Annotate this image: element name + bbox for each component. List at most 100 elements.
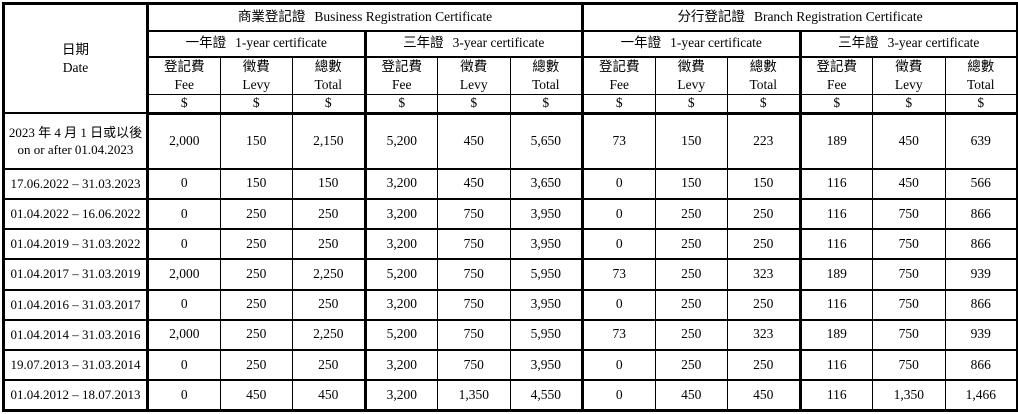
table-row: 01.04.2017 – 31.03.2019 2,000 250 2,250 5,20… <box>3 258 1018 291</box>
value-cell: 0 <box>581 198 656 231</box>
value-cell: 5,950 <box>509 319 584 351</box>
business-1year-header: 一年證 1-year certificate <box>146 30 366 58</box>
value-cell: 5,950 <box>509 258 584 291</box>
value-cell: 250 <box>654 289 729 321</box>
branch-3year-header: 三年證 3-year certificate <box>798 30 1018 58</box>
value-cell: 250 <box>219 319 293 351</box>
value-cell: 0 <box>146 168 221 200</box>
value-cell: 4,550 <box>509 379 584 412</box>
value-cell: 150 <box>219 168 293 200</box>
currency-symbol: $ <box>292 94 366 115</box>
currency-symbol: $ <box>654 94 729 115</box>
value-cell: 639 <box>944 112 1018 170</box>
cert-type-en: 3-year certificate <box>452 35 545 51</box>
value-cell: 2,250 <box>292 319 366 351</box>
table-row: 01.04.2016 – 31.03.2017 0 250 250 3,200 750 3,… <box>3 289 1018 321</box>
date-cell: 19.07.2013 – 31.03.2014 <box>3 349 148 382</box>
value-cell: 0 <box>146 228 221 261</box>
value-cell: 0 <box>581 379 656 412</box>
business-3year-header: 三年證 3-year certificate <box>363 30 584 58</box>
value-cell: 750 <box>437 289 511 321</box>
value-cell: 323 <box>727 319 801 351</box>
value-cell: 750 <box>872 289 946 321</box>
value-cell: 450 <box>872 168 946 200</box>
value-cell: 5,200 <box>363 319 438 351</box>
value-cell: 189 <box>798 112 874 170</box>
value-cell: 450 <box>654 379 729 412</box>
value-cell: 250 <box>292 349 366 382</box>
date-column-header: 日期 Date <box>3 3 148 115</box>
col-header-fee: 登記費 Fee <box>363 56 438 95</box>
col-header-total: 總數 Total <box>944 56 1018 95</box>
section-header-branch: 分行登記證 Branch Registration Certificate <box>581 3 1018 32</box>
table-row: 17.06.2022 – 31.03.2023 0 150 150 3,200 450 3,… <box>3 168 1018 200</box>
col-header-total: 總數 Total <box>509 56 584 95</box>
cert-type-en: 1-year certificate <box>235 35 327 51</box>
value-cell: 866 <box>944 228 1018 261</box>
currency-symbol: $ <box>727 94 801 115</box>
value-cell: 866 <box>944 289 1018 321</box>
value-cell: 3,650 <box>509 168 584 200</box>
value-cell: 250 <box>727 228 801 261</box>
currency-symbol: $ <box>798 94 874 115</box>
currency-symbol: $ <box>872 94 946 115</box>
currency-symbol: $ <box>146 94 221 115</box>
value-cell: 116 <box>798 228 874 261</box>
value-cell: 3,200 <box>363 168 438 200</box>
value-cell: 939 <box>944 319 1018 351</box>
value-cell: 3,950 <box>509 228 584 261</box>
value-cell: 2,150 <box>292 112 366 170</box>
value-cell: 3,950 <box>509 198 584 231</box>
value-cell: 3,200 <box>363 228 438 261</box>
value-cell: 150 <box>219 112 293 170</box>
value-cell: 866 <box>944 198 1018 231</box>
currency-symbol: $ <box>509 94 584 115</box>
value-cell: 3,200 <box>363 289 438 321</box>
value-cell: 250 <box>654 198 729 231</box>
fee-levy-total-header-row: 登記費 Fee 徵費 Levy 總數 Total 登記費 Fee 徵費 Levy 總數 Total 登記… <box>4 56 1018 95</box>
value-cell: 116 <box>798 289 874 321</box>
value-cell: 250 <box>654 319 729 351</box>
value-cell: 0 <box>581 228 656 261</box>
col-header-levy: 徵費 Levy <box>219 56 293 95</box>
currency-symbol: $ <box>437 94 511 115</box>
date-cell: 01.04.2012 – 18.07.2013 <box>3 379 148 412</box>
currency-header-row: $ $ $ $ $ $ $ $ $ $ $ $ <box>4 94 1018 115</box>
cert-type-zh: 三年證 <box>403 35 444 51</box>
value-cell: 189 <box>798 319 874 351</box>
value-cell: 3,200 <box>363 349 438 382</box>
date-cell: 01.04.2022 – 16.06.2022 <box>3 198 148 231</box>
table-row: 19.07.2013 – 31.03.2014 0 250 250 3,200 750 3,… <box>3 349 1018 382</box>
value-cell: 750 <box>437 198 511 231</box>
value-cell: 5,200 <box>363 258 438 291</box>
table-row: 01.04.2012 – 18.07.2013 0 450 450 3,200 1,350… <box>3 379 1018 412</box>
currency-symbol: $ <box>363 94 438 115</box>
value-cell: 116 <box>798 379 874 412</box>
value-cell: 0 <box>581 168 656 200</box>
col-header-total: 總數 Total <box>292 56 366 95</box>
table-row: 01.04.2022 – 16.06.2022 0 250 250 3,200 750 3,… <box>3 198 1018 231</box>
col-header-fee: 登記費 Fee <box>581 56 656 95</box>
value-cell: 750 <box>872 349 946 382</box>
value-cell: 0 <box>146 379 221 412</box>
value-cell: 750 <box>872 228 946 261</box>
value-cell: 566 <box>944 168 1018 200</box>
table-row: 01.04.2014 – 31.03.2016 2,000 250 2,250 5,20… <box>3 319 1018 351</box>
value-cell: 250 <box>654 349 729 382</box>
branch-section-zh: 分行登記證 <box>677 8 745 24</box>
col-header-levy: 徵費 Levy <box>872 56 946 95</box>
col-header-fee: 登記費 Fee <box>798 56 874 95</box>
table-row: 01.04.2019 – 31.03.2022 0 250 250 3,200 750 3,… <box>3 228 1018 261</box>
value-cell: 150 <box>727 168 801 200</box>
value-cell: 223 <box>727 112 801 170</box>
value-cell: 250 <box>654 228 729 261</box>
date-cell: 01.04.2019 – 31.03.2022 <box>3 228 148 261</box>
value-cell: 2,000 <box>146 112 221 170</box>
value-cell: 750 <box>872 198 946 231</box>
table-row: 2023 年 4 月 1 日或以後 on or after 01.04.2023 2… <box>3 112 1018 170</box>
value-cell: 450 <box>872 112 946 170</box>
value-cell: 2,000 <box>146 258 221 291</box>
value-cell: 250 <box>219 198 293 231</box>
value-cell: 750 <box>437 319 511 351</box>
